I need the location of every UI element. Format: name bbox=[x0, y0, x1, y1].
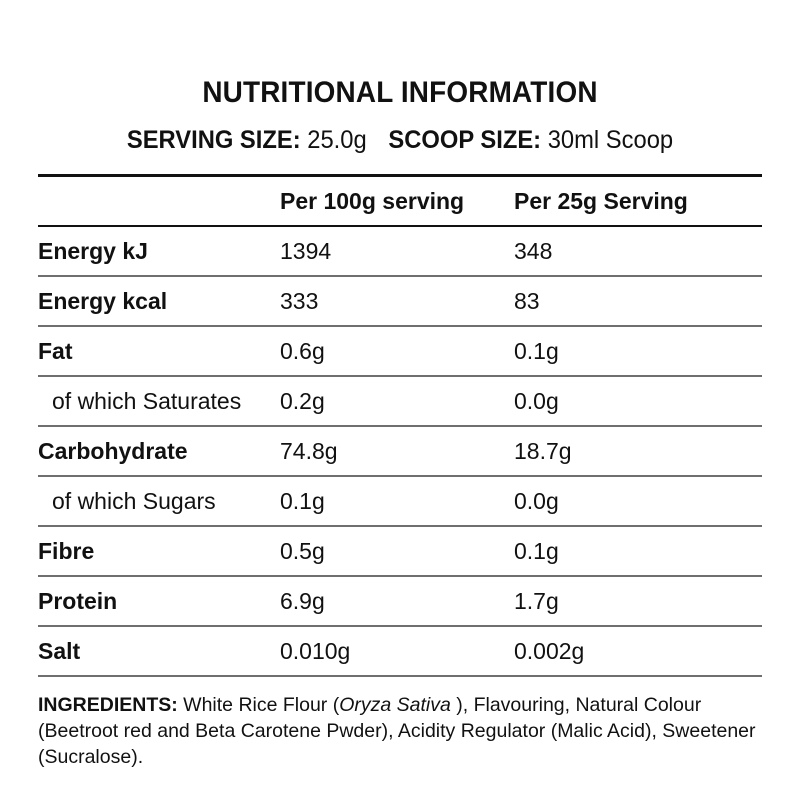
column-header-per-100g: Per 100g serving bbox=[280, 174, 514, 227]
value-per-100g: 0.2g bbox=[280, 376, 514, 427]
table-row: Fibre 0.5g 0.1g bbox=[38, 526, 762, 577]
table-row: Energy kcal 333 83 bbox=[38, 276, 762, 327]
value-per-25g: 0.0g bbox=[514, 376, 762, 427]
nutrient-name: Fibre bbox=[38, 526, 280, 577]
value-per-100g: 0.1g bbox=[280, 476, 514, 527]
table-row: of which Sugars 0.1g 0.0g bbox=[38, 476, 762, 527]
nutrient-name: Salt bbox=[38, 626, 280, 677]
table-row: Protein 6.9g 1.7g bbox=[38, 576, 762, 627]
column-header-nutrient bbox=[38, 174, 280, 227]
serving-size-value: 25.0g bbox=[307, 126, 367, 154]
value-per-100g: 0.6g bbox=[280, 326, 514, 377]
value-per-100g: 0.010g bbox=[280, 626, 514, 677]
value-per-25g: 1.7g bbox=[514, 576, 762, 627]
nutrient-name: Energy kcal bbox=[38, 276, 280, 327]
nutrient-name: Protein bbox=[38, 576, 280, 627]
column-header-per-25g: Per 25g Serving bbox=[514, 174, 762, 227]
value-per-25g: 0.002g bbox=[514, 626, 762, 677]
ingredients-paragraph: INGREDIENTS: White Rice Flour (Oryza Sat… bbox=[38, 693, 768, 771]
scoop-size-label: SCOOP SIZE: bbox=[388, 126, 542, 154]
value-per-100g: 1394 bbox=[280, 226, 514, 277]
value-per-25g: 0.1g bbox=[514, 526, 762, 577]
nutrition-table-head: Per 100g serving Per 25g Serving bbox=[38, 174, 762, 227]
table-row: of which Saturates 0.2g 0.0g bbox=[38, 376, 762, 427]
nutrient-name: Fat bbox=[38, 326, 280, 377]
value-per-25g: 0.1g bbox=[514, 326, 762, 377]
table-row: Fat 0.6g 0.1g bbox=[38, 326, 762, 377]
value-per-100g: 6.9g bbox=[280, 576, 514, 627]
nutrient-name: Energy kJ bbox=[38, 226, 280, 277]
value-per-100g: 74.8g bbox=[280, 426, 514, 477]
value-per-25g: 0.0g bbox=[514, 476, 762, 527]
nutrient-name: Carbohydrate bbox=[38, 426, 280, 477]
value-per-100g: 333 bbox=[280, 276, 514, 327]
value-per-25g: 18.7g bbox=[514, 426, 762, 477]
table-row: Energy kJ 1394 348 bbox=[38, 226, 762, 277]
table-row: Carbohydrate 74.8g 18.7g bbox=[38, 426, 762, 477]
value-per-25g: 348 bbox=[514, 226, 762, 277]
nutrient-name: of which Saturates bbox=[38, 376, 280, 427]
serving-size-line: SERVING SIZE: 25.0g SCOOP SIZE: 30ml Sco… bbox=[56, 108, 744, 153]
serving-size-label: SERVING SIZE: bbox=[126, 126, 301, 154]
ingredients-text-before: White Rice Flour ( bbox=[177, 694, 340, 716]
ingredients-label: INGREDIENTS: bbox=[38, 694, 178, 716]
value-per-100g: 0.5g bbox=[280, 526, 514, 577]
scoop-size-value: 30ml Scoop bbox=[547, 126, 674, 154]
table-header-row: Per 100g serving Per 25g Serving bbox=[38, 174, 762, 227]
ingredients-scientific-name: Oryza Sativa bbox=[339, 694, 451, 716]
ingredients-text-after: ), Flavouring, Natural Colour (Beetroot … bbox=[38, 694, 756, 768]
nutrient-name: of which Sugars bbox=[38, 476, 280, 527]
nutrition-table-body: Energy kJ 1394 348 Energy kcal 333 83 Fat 0.6g 0… bbox=[38, 226, 762, 677]
page-title: NUTRITIONAL INFORMATION bbox=[202, 76, 598, 109]
value-per-25g: 83 bbox=[514, 276, 762, 327]
nutrition-table: Per 100g serving Per 25g Serving Energy … bbox=[38, 174, 762, 677]
table-row: Salt 0.010g 0.002g bbox=[38, 626, 762, 677]
